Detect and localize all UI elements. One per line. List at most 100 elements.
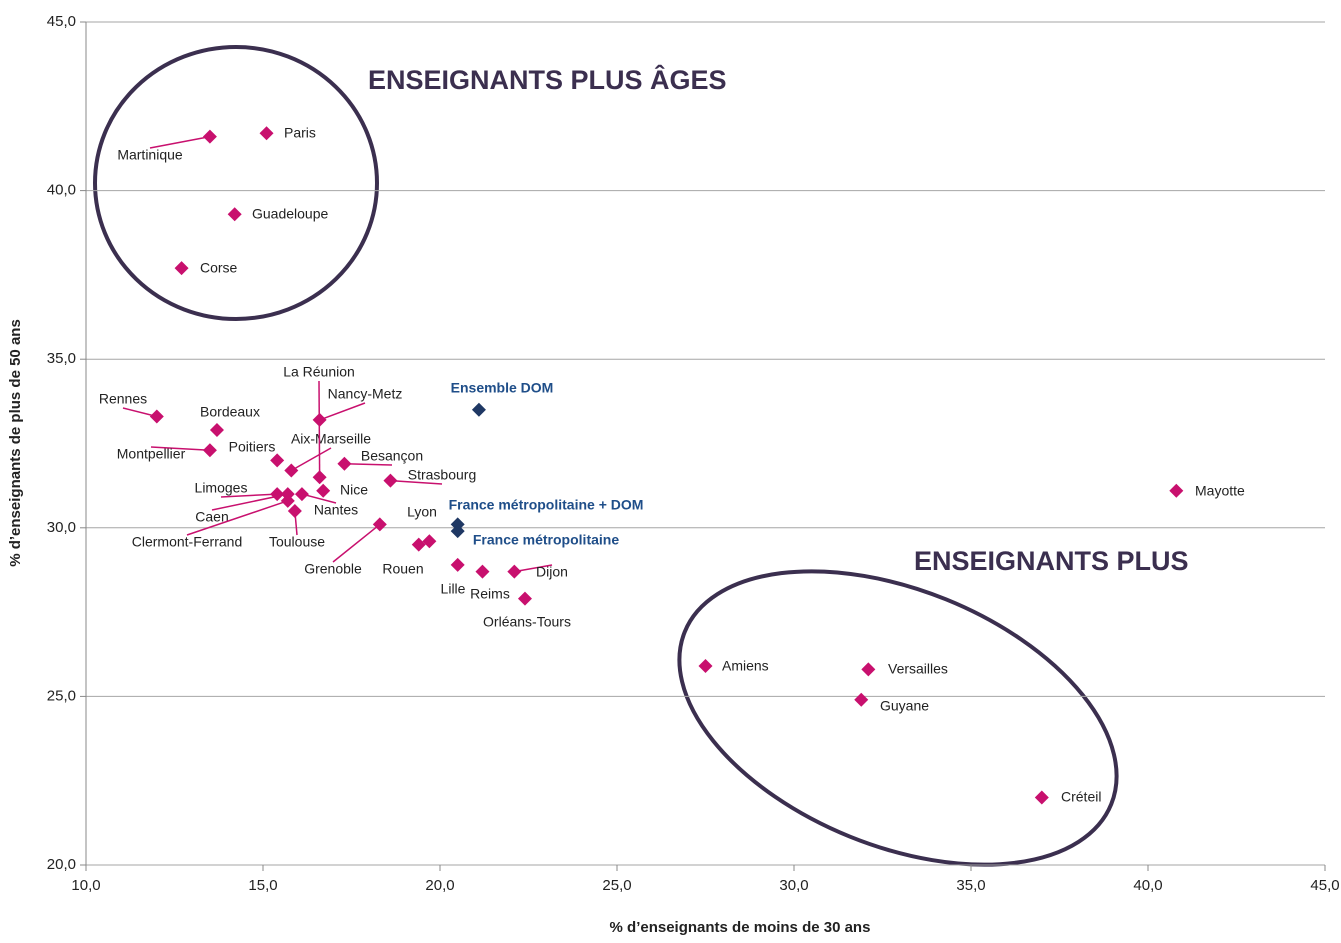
point-label: France métropolitaine + DOM xyxy=(449,497,644,513)
point xyxy=(450,557,465,572)
annotation: ENSEIGNANTS PLUS ÂGES xyxy=(368,64,727,95)
leader-line xyxy=(290,447,332,472)
point-label: La Réunion xyxy=(283,364,355,380)
point xyxy=(471,402,486,417)
leader-line xyxy=(332,523,381,563)
y-axis-title: % d’enseignants de plus de 50 ans xyxy=(7,319,24,567)
x-tick-label: 40,0 xyxy=(1133,877,1162,894)
point-label: Grenoble xyxy=(304,561,362,577)
point xyxy=(294,487,309,502)
point-label: Lille xyxy=(441,581,466,597)
point xyxy=(284,463,299,478)
point-label: Rennes xyxy=(99,391,147,407)
point xyxy=(383,473,398,488)
x-tick-label: 35,0 xyxy=(956,877,985,894)
point xyxy=(227,207,242,222)
point-label: Versailles xyxy=(888,661,948,677)
leader-line xyxy=(150,446,210,451)
point-label: Paris xyxy=(284,125,316,141)
point-label: Reims xyxy=(470,586,510,602)
point xyxy=(450,524,465,539)
point-label: Besançon xyxy=(361,448,423,464)
leader-line xyxy=(390,479,443,485)
point-label: Limoges xyxy=(195,480,248,496)
point-label: Ensemble DOM xyxy=(451,380,554,396)
point-label: Montpellier xyxy=(117,446,186,462)
point xyxy=(411,537,426,552)
point xyxy=(312,470,327,485)
point-label: Toulouse xyxy=(269,534,325,550)
point-label: Amiens xyxy=(722,658,769,674)
point-label: Martinique xyxy=(117,147,183,163)
circle-older xyxy=(93,45,379,321)
leader-line xyxy=(344,462,393,466)
point-label: Créteil xyxy=(1061,789,1101,805)
point xyxy=(174,261,189,276)
point-label: Mayotte xyxy=(1195,483,1245,499)
point-label: Dijon xyxy=(536,564,568,580)
leader-line xyxy=(186,500,289,536)
point xyxy=(1169,483,1184,498)
point xyxy=(280,493,295,508)
leader-line xyxy=(318,380,321,478)
point xyxy=(149,409,164,424)
x-tick-label: 30,0 xyxy=(779,877,808,894)
leader-line xyxy=(301,493,337,504)
point xyxy=(1034,790,1049,805)
circle-younger xyxy=(677,569,1119,867)
y-tick-label: 25,0 xyxy=(47,687,76,704)
point-label: Nantes xyxy=(314,502,358,518)
y-tick-label: 45,0 xyxy=(47,13,76,30)
x-tick-label: 15,0 xyxy=(248,877,277,894)
x-axis-title: % d’enseignants de moins de 30 ans xyxy=(610,919,871,936)
point-label: Corse xyxy=(200,260,238,276)
point-label: Lyon xyxy=(407,504,437,520)
leader-line xyxy=(149,135,211,149)
point-label: France métropolitaine xyxy=(473,532,619,548)
point-label: Caen xyxy=(195,509,228,525)
point xyxy=(422,534,437,549)
y-tick-label: 20,0 xyxy=(47,856,76,873)
x-tick-label: 10,0 xyxy=(71,877,100,894)
point xyxy=(337,456,352,471)
point xyxy=(316,483,331,498)
point-label: Guyane xyxy=(880,698,929,714)
leader-line xyxy=(211,493,288,511)
point-label: Bordeaux xyxy=(200,404,260,420)
point-label: Poitiers xyxy=(229,439,276,455)
x-tick-label: 45,0 xyxy=(1310,877,1339,894)
point-label: Aix-Marseille xyxy=(291,431,371,447)
point-label: Strasbourg xyxy=(408,467,476,483)
point xyxy=(259,126,274,141)
point xyxy=(202,443,217,458)
leader-line xyxy=(319,402,366,421)
point xyxy=(507,564,522,579)
point xyxy=(698,659,713,674)
point xyxy=(861,662,876,677)
point-label: Nice xyxy=(340,482,368,498)
point-label: Orléans-Tours xyxy=(483,614,571,630)
point xyxy=(270,453,285,468)
x-tick-label: 20,0 xyxy=(425,877,454,894)
point-label: Guadeloupe xyxy=(252,206,329,222)
y-tick-label: 30,0 xyxy=(47,519,76,536)
y-tick-label: 35,0 xyxy=(47,350,76,367)
point xyxy=(209,423,224,438)
y-tick-label: 40,0 xyxy=(47,182,76,199)
point xyxy=(312,412,327,427)
point xyxy=(287,503,302,518)
point-label: Nancy-Metz xyxy=(328,386,403,402)
point-label: Rouen xyxy=(382,561,423,577)
point xyxy=(475,564,490,579)
leader-line xyxy=(220,493,278,498)
point xyxy=(372,517,387,532)
leader-line xyxy=(514,564,553,573)
point xyxy=(202,129,217,144)
annotation: ENSEIGNANTS PLUS xyxy=(914,546,1189,576)
point xyxy=(854,692,869,707)
point xyxy=(517,591,532,606)
point-label: Clermont-Ferrand xyxy=(132,534,242,550)
x-tick-label: 25,0 xyxy=(602,877,631,894)
leader-line xyxy=(122,407,157,418)
